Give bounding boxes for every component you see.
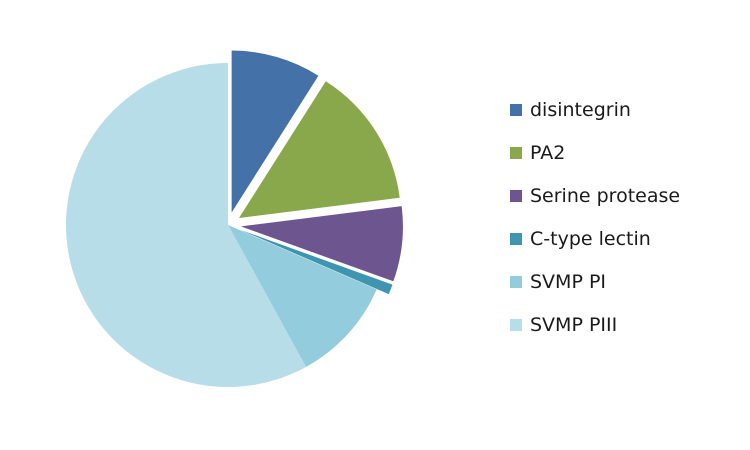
- legend-label: SVMP PIII: [530, 313, 618, 336]
- legend-swatch: [510, 232, 522, 245]
- legend: disintegrin PA2 Serine protease C-type l…: [510, 88, 680, 346]
- legend-label: disintegrin: [530, 98, 631, 121]
- legend-swatch: [510, 103, 522, 116]
- pie-slice-disintegrin: [231, 50, 319, 213]
- pie-slice-pa2: [238, 81, 400, 219]
- legend-item-svmp-piii: SVMP PIII: [510, 303, 680, 346]
- legend-swatch: [510, 275, 522, 288]
- legend-item-pa2: PA2: [510, 131, 680, 174]
- legend-label: Serine protease: [530, 184, 681, 207]
- legend-item-svmp-pi: SVMP PI: [510, 260, 680, 303]
- legend-label: PA2: [530, 141, 566, 164]
- legend-swatch: [510, 189, 522, 202]
- legend-swatch: [510, 318, 522, 331]
- legend-item-disintegrin: disintegrin: [510, 88, 680, 131]
- legend-item-serine-protease: Serine protease: [510, 174, 680, 217]
- pie-slice-svmp-pi: [228, 225, 377, 367]
- legend-item-c-type-lectin: C-type lectin: [510, 217, 680, 260]
- legend-label: C-type lectin: [530, 227, 651, 250]
- legend-swatch: [510, 146, 522, 159]
- pie-slice-svmp-piii: [65, 62, 307, 388]
- legend-label: SVMP PI: [530, 270, 607, 293]
- pie-slice-serine-protease: [240, 206, 403, 282]
- pie-slice-c-type-lectin: [240, 229, 393, 295]
